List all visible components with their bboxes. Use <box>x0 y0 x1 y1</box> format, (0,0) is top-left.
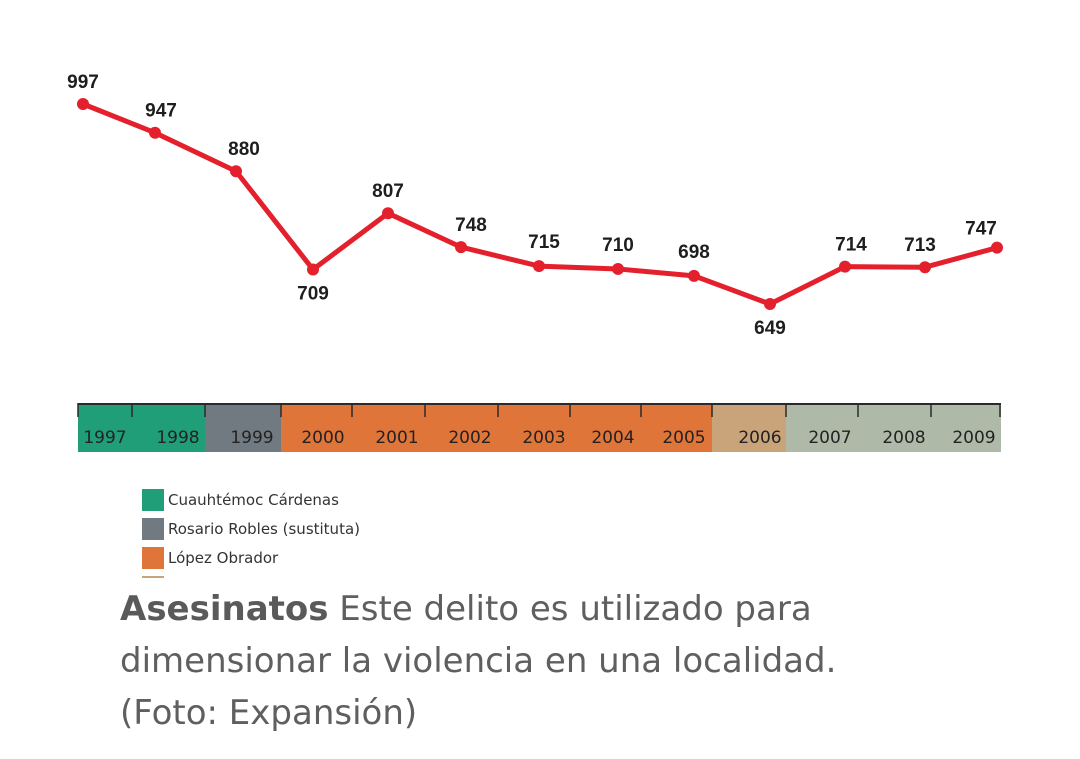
legend-swatch <box>142 517 164 540</box>
year-label: 2004 <box>591 428 634 448</box>
data-label: 698 <box>678 242 710 263</box>
legend-item-robles: Rosario Robles (sustituta) <box>142 517 502 540</box>
data-label: 714 <box>835 235 867 256</box>
period-segment <box>786 403 1001 452</box>
year-label: 2008 <box>882 428 925 448</box>
series-group: 997 947 880 709 807 748 715 710 698 649 714 713 747 <box>67 72 1003 339</box>
data-label: 710 <box>602 235 634 256</box>
caption-title: Asesinatos <box>120 589 329 629</box>
caption: Asesinatos Este delito es utilizado para… <box>120 583 1020 739</box>
data-point <box>991 241 1003 254</box>
data-label: 747 <box>965 219 997 240</box>
data-label: 997 <box>67 72 99 93</box>
legend-swatch <box>142 488 164 511</box>
year-label: 1999 <box>230 428 273 448</box>
legend: Cuauhtémoc Cárdenas Rosario Robles (sust… <box>142 488 502 578</box>
data-point <box>839 260 851 273</box>
year-label: 2002 <box>448 428 491 448</box>
data-point <box>688 269 700 282</box>
data-point <box>919 261 931 274</box>
year-label: 2003 <box>522 428 565 448</box>
data-label: 709 <box>297 284 329 305</box>
period-segment <box>712 403 786 452</box>
year-label: 1998 <box>156 428 199 448</box>
data-point <box>612 262 624 275</box>
legend-swatch <box>142 546 164 569</box>
data-label: 880 <box>228 139 260 160</box>
period-segment <box>78 403 205 452</box>
data-point <box>307 263 319 276</box>
data-point <box>230 165 242 178</box>
year-label: 1997 <box>83 428 126 448</box>
data-point <box>455 241 467 254</box>
legend-item-partial <box>142 575 502 578</box>
legend-item-cardenas: Cuauhtémoc Cárdenas <box>142 488 502 511</box>
caption-text: Este delito es utilizado para dimensiona… <box>120 589 837 681</box>
legend-label: López Obrador <box>168 548 279 567</box>
data-label: 748 <box>455 215 487 236</box>
data-label: 715 <box>528 232 560 253</box>
data-point <box>382 207 394 220</box>
data-point <box>533 260 545 273</box>
data-point <box>149 126 161 139</box>
data-point <box>77 98 89 110</box>
year-label: 2000 <box>301 428 344 448</box>
caption-credit: (Foto: Expansión) <box>120 693 418 733</box>
year-label: 2006 <box>738 428 781 448</box>
period-segment <box>281 403 712 452</box>
legend-label: Cuauhtémoc Cárdenas <box>168 490 339 509</box>
year-timeline: 1997 1998 1999 2000 2001 2002 2003 2004 2005 2006… <box>77 403 1001 452</box>
legend-swatch <box>142 575 164 578</box>
legend-item-lopez-obrador: López Obrador <box>142 546 502 569</box>
data-label: 713 <box>904 235 936 256</box>
year-label: 2009 <box>952 428 995 448</box>
year-label: 2001 <box>375 428 418 448</box>
series-line <box>80 101 1000 307</box>
data-label: 947 <box>145 101 177 122</box>
data-label: 649 <box>754 318 786 339</box>
legend-label: Rosario Robles (sustituta) <box>168 519 360 538</box>
year-label: 2007 <box>808 428 851 448</box>
data-label: 807 <box>372 181 404 202</box>
data-point <box>764 298 776 310</box>
period-segment <box>205 403 281 452</box>
chart: 1997 1998 1999 2000 2001 2002 2003 2004 2005 2006… <box>67 72 1003 452</box>
year-label: 2005 <box>662 428 705 448</box>
